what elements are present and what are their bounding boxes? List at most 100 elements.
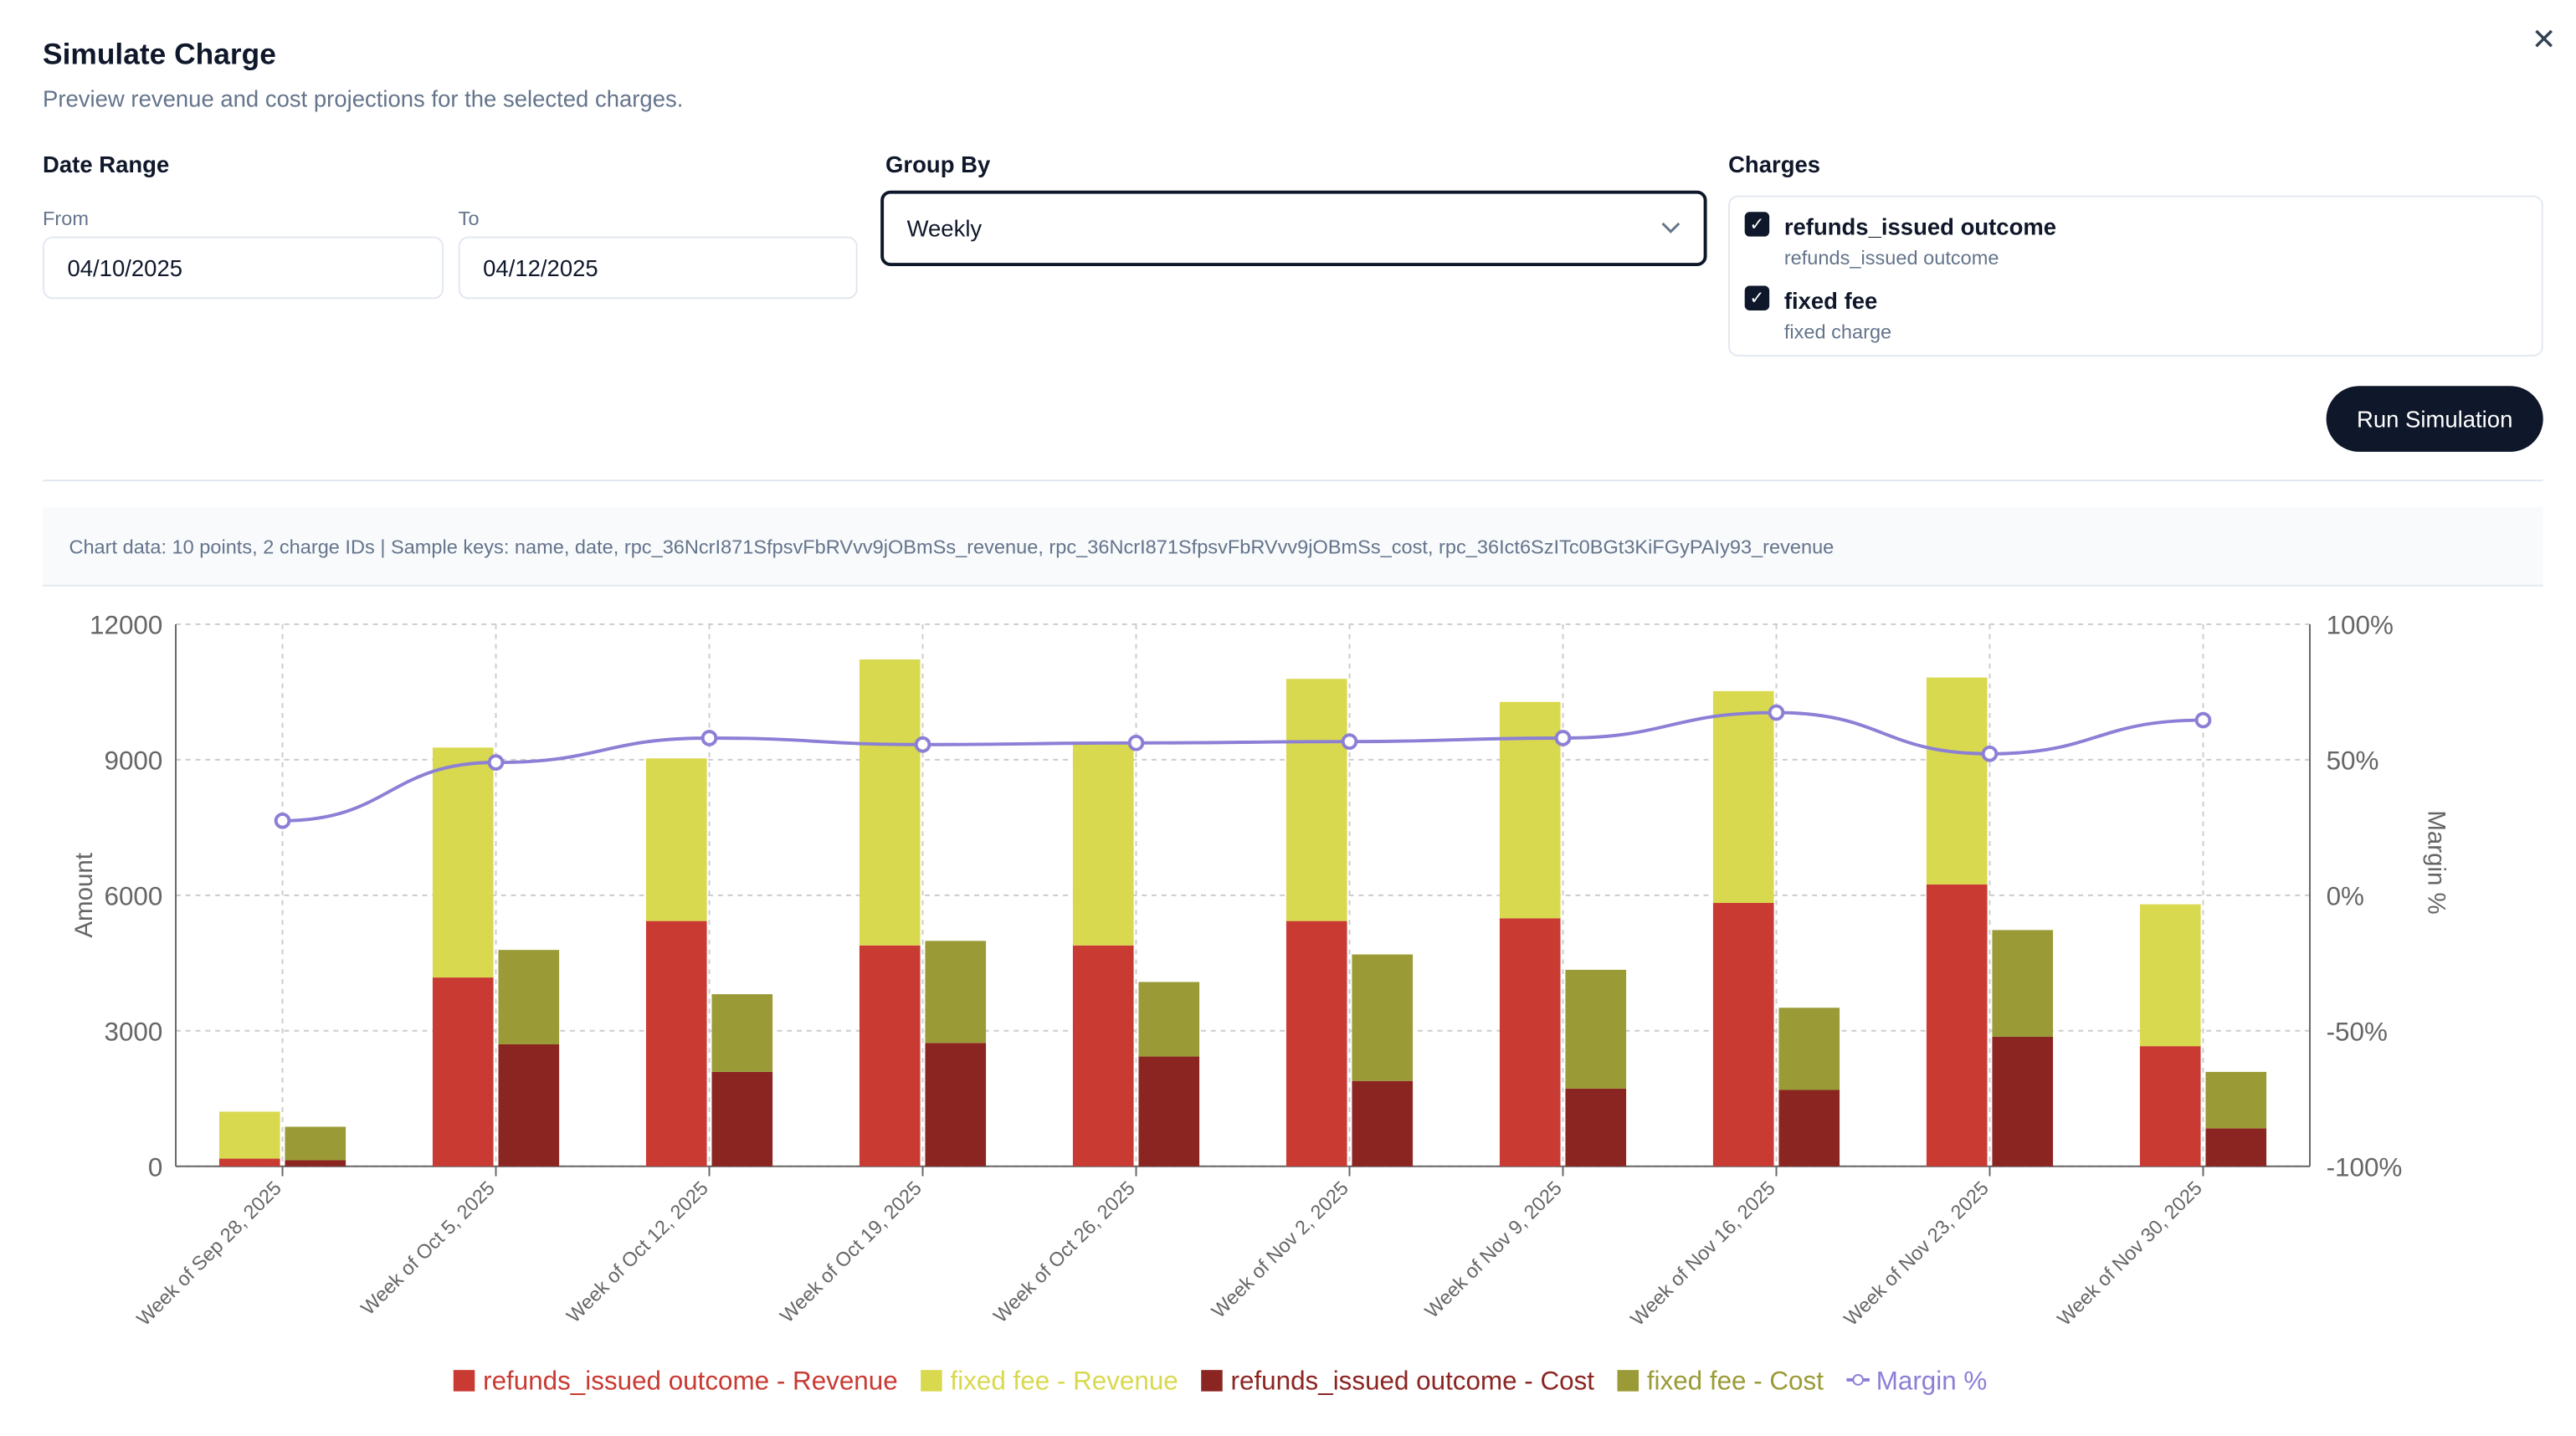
checkbox-fixed-fee[interactable]: ✓ <box>1744 285 1770 311</box>
bar-segment <box>218 1111 280 1159</box>
bar-segment <box>498 1044 560 1167</box>
bar-segment <box>1712 690 1774 904</box>
x-tick-label: Week of Oct 19, 2025 <box>776 1177 926 1326</box>
bar-segment <box>432 977 494 1167</box>
bar-segment <box>1352 1080 1414 1167</box>
x-tick-label: Week of Nov 2, 2025 <box>1207 1177 1352 1322</box>
bar-segment <box>645 921 707 1167</box>
divider <box>43 480 2543 482</box>
to-date-input[interactable]: 04/12/2025 <box>458 236 858 300</box>
bar-segment <box>2205 1128 2267 1167</box>
date-range-label: Date Range <box>43 151 170 178</box>
x-tick-label: Week of Nov 30, 2025 <box>2053 1177 2206 1330</box>
y2-tick-label: 100% <box>2327 611 2394 640</box>
y-axis-label: Amount <box>70 853 98 937</box>
bar-segment <box>1778 1090 1840 1167</box>
charges-list: ✓ refunds_issued outcome refunds_issued … <box>1728 195 2543 356</box>
bar-segment <box>1352 954 1414 1081</box>
x-tick-label: Week of Oct 12, 2025 <box>562 1177 712 1326</box>
to-label: To <box>458 207 480 230</box>
bar-segment <box>1072 744 1134 946</box>
checkbox-refunds-issued[interactable]: ✓ <box>1744 212 1770 237</box>
charge-desc: fixed charge <box>1783 320 1892 344</box>
simulation-chart: 0 -100% 3000 -50% 6000 0% 9000 50% 12000 100% Amou… <box>70 611 2450 1396</box>
bar-segment <box>1072 945 1134 1167</box>
bar-segment <box>2139 1046 2201 1167</box>
dialog-subtitle: Preview revenue and cost projections for… <box>43 85 684 112</box>
group-by-label: Group By <box>885 151 991 178</box>
x-tick-label: Week of Nov 16, 2025 <box>1626 1177 1779 1330</box>
legend-swatch <box>1617 1370 1640 1392</box>
bar-segment <box>859 945 921 1167</box>
bar-segment <box>1138 1056 1200 1167</box>
bar-segment <box>1285 679 1347 921</box>
y2-tick-label: -100% <box>2327 1153 2403 1182</box>
run-simulation-button[interactable]: Run Simulation <box>2326 386 2543 452</box>
margin-point <box>1554 730 1572 746</box>
bar-segment <box>285 1160 346 1167</box>
legend-label: refunds_issued outcome - Revenue <box>483 1367 898 1396</box>
margin-point <box>1981 745 1999 762</box>
bar-segment <box>645 758 707 921</box>
margin-point <box>1127 734 1145 751</box>
legend-label: fixed fee - Revenue <box>951 1367 1178 1396</box>
margin-point <box>1341 733 1358 751</box>
y2-axis-label: Margin % <box>2422 810 2450 914</box>
chevron-down-icon <box>1661 222 1681 233</box>
bar-segment <box>1712 903 1774 1167</box>
group-by-value: Weekly <box>906 215 983 242</box>
bar-segment <box>1565 1088 1627 1167</box>
group-by-select[interactable]: Weekly <box>880 190 1707 267</box>
charge-desc: refunds_issued outcome <box>1783 246 1999 269</box>
bar-segment <box>2205 1071 2267 1129</box>
margin-point <box>700 730 718 746</box>
x-tick-label: Week of Sep 28, 2025 <box>132 1177 285 1330</box>
margin-point <box>487 754 505 771</box>
bar-segment <box>1499 918 1561 1167</box>
bar-segment <box>432 747 494 978</box>
bar-segment <box>285 1126 346 1161</box>
y-tick-label: 0 <box>148 1153 162 1182</box>
margin-point <box>914 736 931 753</box>
dialog-title: Simulate Charge <box>43 38 276 71</box>
bar-segment <box>1992 1036 2054 1167</box>
legend-swatch <box>1201 1370 1223 1392</box>
legend-swatch <box>453 1370 475 1392</box>
y2-tick-label: 50% <box>2327 746 2379 776</box>
bar-segment <box>711 1071 773 1167</box>
margin-point <box>2194 711 2212 729</box>
bar-segment <box>1565 969 1627 1089</box>
legend-swatch <box>921 1370 942 1392</box>
to-date-value: 04/12/2025 <box>483 254 598 281</box>
bar-segment <box>859 659 921 946</box>
from-date-value: 04/10/2025 <box>67 254 183 281</box>
legend-label: fixed fee - Cost <box>1647 1367 1824 1396</box>
bar-segment <box>1926 677 1988 885</box>
bar-segment <box>1138 982 1200 1057</box>
y2-tick-label: 0% <box>2327 882 2364 911</box>
from-label: From <box>43 207 90 230</box>
close-icon[interactable]: ✕ <box>2531 23 2557 56</box>
bar-segment <box>1499 701 1561 919</box>
y-tick-label: 3000 <box>104 1018 162 1047</box>
margin-line <box>282 710 2204 823</box>
legend-marker <box>1852 1374 1865 1386</box>
bar-segment <box>218 1158 280 1167</box>
bar-segment <box>2139 904 2201 1047</box>
y2-tick-label: -50% <box>2327 1018 2388 1047</box>
charges-label: Charges <box>1728 151 1821 178</box>
bar-segment <box>1285 921 1347 1167</box>
bar-segment <box>925 941 987 1044</box>
x-tick-label: Week of Oct 5, 2025 <box>357 1177 499 1319</box>
legend-label: refunds_issued outcome - Cost <box>1231 1367 1595 1396</box>
from-date-input[interactable]: 04/10/2025 <box>43 236 444 300</box>
y-tick-label: 12000 <box>90 611 162 640</box>
y-tick-label: 9000 <box>104 746 162 776</box>
x-tick-label: Week of Oct 26, 2025 <box>989 1177 1139 1326</box>
chart-info-bar: Chart data: 10 points, 2 charge IDs | Sa… <box>43 507 2543 587</box>
bar-segment <box>498 950 560 1044</box>
charge-name: fixed fee <box>1783 287 1878 314</box>
x-tick-label: Week of Nov 23, 2025 <box>1840 1177 1993 1330</box>
legend-label: Margin % <box>1876 1367 1988 1396</box>
